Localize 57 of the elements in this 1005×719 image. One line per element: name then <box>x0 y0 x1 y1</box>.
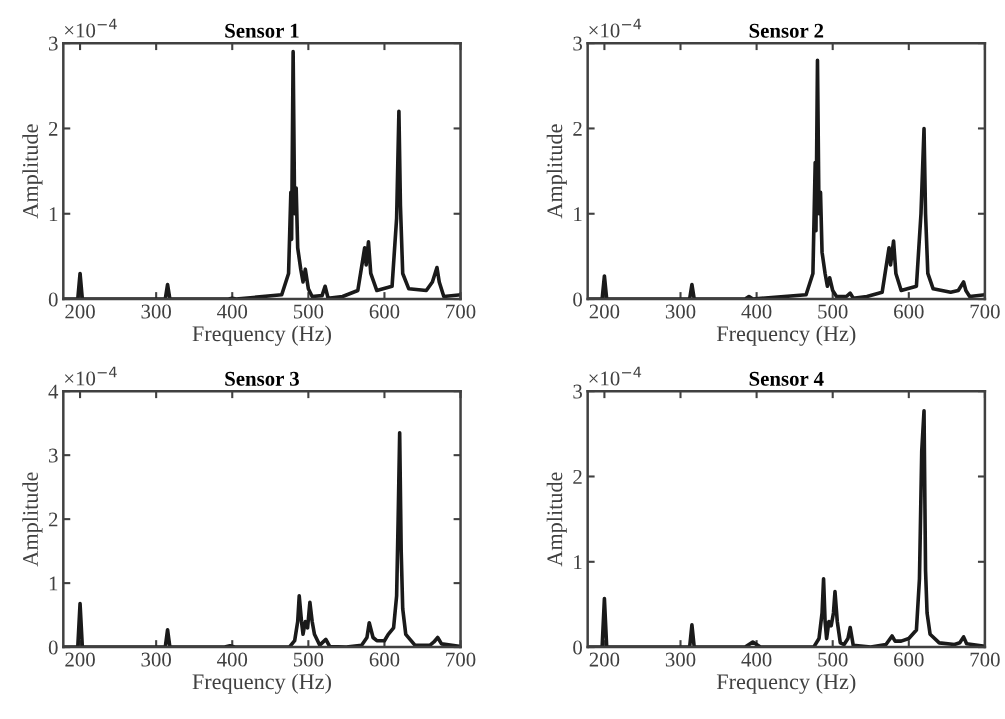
y-tick-label: 4 <box>48 384 59 399</box>
x-tick-label: 500 <box>293 304 324 319</box>
x-tick-label: 500 <box>293 652 324 667</box>
x-tick-label: 300 <box>665 304 696 319</box>
y-tick-label: 3 <box>573 36 582 51</box>
x-tick-label: 300 <box>141 652 171 667</box>
chart-title: Sensor 2 <box>749 23 824 38</box>
x-axis-title: Frequency (Hz) <box>192 325 331 346</box>
x-axis-title: Frequency (Hz) <box>192 673 331 694</box>
y-tick-label: 1 <box>574 207 582 221</box>
x-tick-label: 200 <box>589 652 620 667</box>
y-tick-label: 1 <box>49 576 58 591</box>
y-axis-title: Amplitude <box>546 124 567 219</box>
y-tick-label: 1 <box>49 207 58 221</box>
x-tick-label: 200 <box>65 652 95 667</box>
x-tick-label: 500 <box>818 652 848 667</box>
x-axis-title: Frequency (Hz) <box>716 325 856 346</box>
x-tick-label: 700 <box>446 652 476 667</box>
text: ×10$^{−4}$ <box>589 366 642 386</box>
y-tick-label: 3 <box>49 448 58 463</box>
x-tick-label: 300 <box>141 304 171 319</box>
y-tick-label: 0 <box>48 292 58 307</box>
x-axis-title: Frequency (Hz) <box>716 673 856 694</box>
x-tick-label: 400 <box>741 304 772 319</box>
y-tick-label: 0 <box>48 640 58 655</box>
text: ×10$^{−4}$ <box>64 18 117 38</box>
x-tick-label: 600 <box>894 304 924 319</box>
x-tick-label: 600 <box>369 652 400 667</box>
y-axis-title: Amplitude <box>546 472 567 567</box>
y-tick-label: 2 <box>573 469 582 484</box>
x-tick-label: 600 <box>369 304 400 319</box>
y-tick-label: 3 <box>573 384 582 399</box>
y-tick-label: 0 <box>573 292 583 307</box>
x-tick-label: 200 <box>589 304 620 319</box>
x-tick-label: 400 <box>217 652 248 667</box>
x-tick-label: 400 <box>217 304 248 319</box>
y-tick-label: 2 <box>573 121 582 136</box>
chart-title: Sensor 4 <box>749 371 824 386</box>
x-tick-label: 700 <box>970 652 1000 667</box>
x-tick-label: 700 <box>970 304 1000 319</box>
chart-title: Sensor 3 <box>225 371 299 386</box>
x-tick-label: 600 <box>894 652 924 667</box>
y-axis-title: Amplitude <box>22 472 43 567</box>
x-tick-label: 300 <box>665 652 696 667</box>
y-axis-title: Amplitude <box>22 124 43 219</box>
y-tick-label: 1 <box>574 555 582 570</box>
x-tick-label: 400 <box>741 652 772 667</box>
y-tick-label: 2 <box>48 121 58 136</box>
x-tick-label: 200 <box>65 304 95 319</box>
text: ×10$^{−4}$ <box>64 366 117 386</box>
x-tick-label: 700 <box>446 304 476 319</box>
chart-title: Sensor 1 <box>225 23 299 38</box>
x-tick-label: 500 <box>818 304 848 319</box>
y-tick-label: 3 <box>49 36 58 51</box>
text: ×10$^{−4}$ <box>589 18 642 38</box>
y-tick-label: 0 <box>573 640 583 655</box>
y-tick-label: 2 <box>48 512 58 527</box>
